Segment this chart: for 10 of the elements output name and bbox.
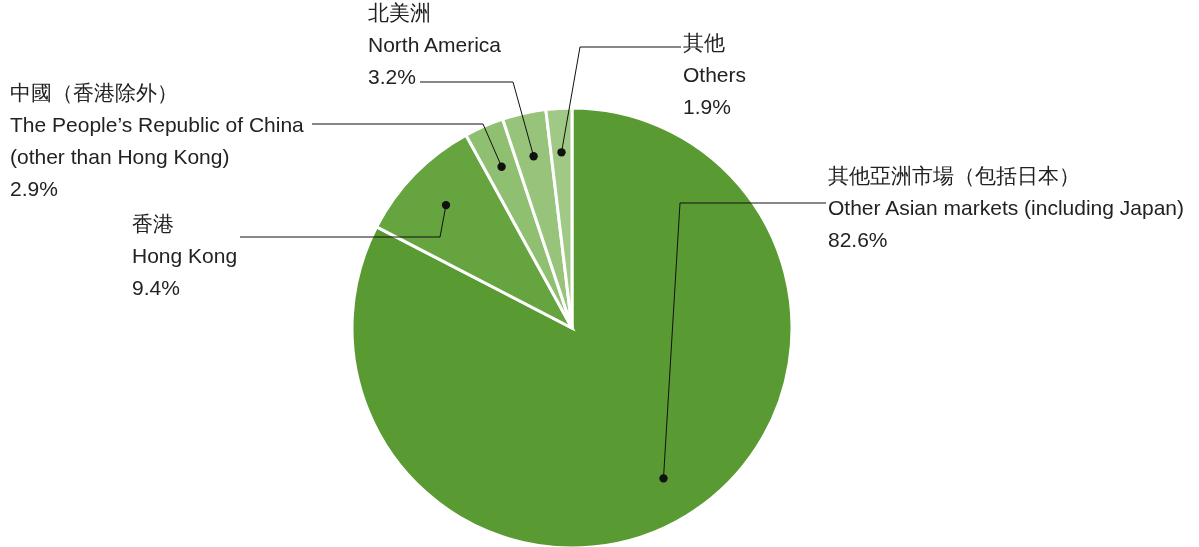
slice-label: 北美洲 North America [368, 1, 502, 56]
slice-label: 中國（香港除外） The People’s Republic of China (other than Hong Kong) [10, 81, 305, 168]
data-label: 1.9% [683, 95, 731, 118]
data-label: 3.2% [368, 65, 416, 88]
slice-label: 香港 Hong Kong [132, 212, 238, 267]
data-label: 9.4% [132, 276, 180, 299]
slice-label: 其他亞洲市場（包括日本） Other Asian markets (including Japan) [828, 164, 1185, 219]
data-label: 82.6% [828, 228, 888, 251]
slice-label: 其他 Others [683, 31, 747, 86]
data-label: 2.9% [10, 177, 58, 200]
